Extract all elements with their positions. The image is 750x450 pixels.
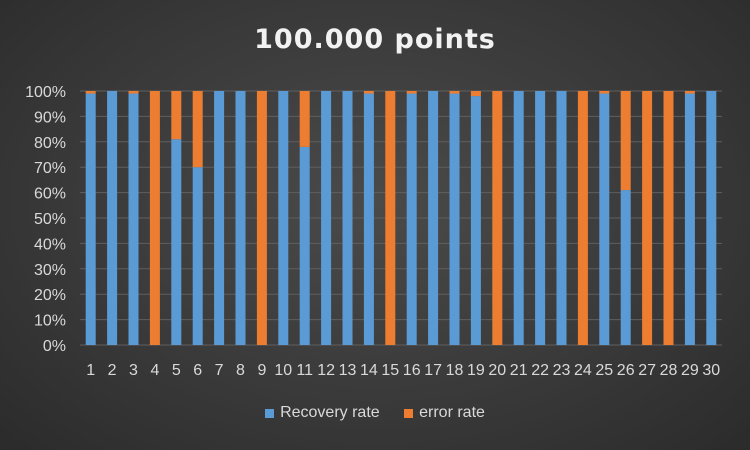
legend: Recovery rate error rate [0,404,750,423]
x-tick-label: 29 [681,362,699,379]
x-tick-label: 30 [702,362,720,379]
bar-error-rate [663,91,674,345]
bar-recovery-rate [535,91,546,345]
y-tick-label: 100% [25,84,66,101]
y-tick-label: 50% [34,211,66,228]
bar-recovery-rate [599,93,610,345]
bar-recovery-rate [299,146,310,345]
gridlines [80,90,722,346]
x-tick-label: 2 [108,362,117,379]
x-tick-label: 22 [531,362,549,379]
bar-recovery-rate [556,91,567,345]
bar-error-rate [363,91,374,94]
x-tick-label: 28 [660,362,678,379]
y-tick-label: 90% [34,109,66,126]
bar-recovery-rate [171,139,182,345]
bar-recovery-rate [706,91,717,345]
bar-recovery-rate [214,91,225,345]
bar-error-rate [620,91,631,191]
bar-error-rate [470,91,481,97]
bar-error-rate [149,91,160,345]
legend-label-error: error rate [419,404,485,421]
x-tick-label: 27 [638,362,656,379]
x-tick-label: 12 [317,362,335,379]
bar-recovery-rate [470,96,481,345]
x-tick-label: 18 [446,362,464,379]
x-tick-label: 25 [595,362,613,379]
bar-error-rate [449,91,460,94]
chart-title: 100.000 points [254,24,496,55]
y-axis-ticks: 0% 10% 20% 30% 40% 50% 60% 70% 80% 90% 100% [25,84,66,355]
legend-item-recovery: Recovery rate [265,404,380,422]
x-axis-ticks: 1 2 3 4 5 6 7 8 9 10 11 12 13 14 15 16 17 18 19 20 21 22 23 24 2… [86,362,720,379]
y-tick-label: 30% [34,262,66,279]
bar-error-rate [171,91,182,140]
y-tick-label: 10% [34,313,66,330]
x-tick-label: 13 [339,362,357,379]
x-tick-label: 14 [360,362,378,379]
bar-error-rate [299,91,310,147]
x-tick-label: 1 [86,362,95,379]
x-tick-label: 7 [215,362,224,379]
bar-recovery-rate [449,93,460,345]
x-tick-label: 6 [193,362,202,379]
bar-recovery-rate [342,91,353,345]
y-tick-label: 0% [43,338,66,355]
bar-error-rate [85,91,96,94]
bar-error-rate [385,91,396,345]
legend-label-recovery: Recovery rate [280,404,380,421]
x-tick-label: 8 [236,362,245,379]
x-tick-label: 23 [553,362,571,379]
bar-recovery-rate [406,93,417,345]
bar-error-rate [192,91,203,168]
x-tick-label: 15 [381,362,399,379]
bars-group [85,91,717,345]
y-tick-label: 80% [34,135,66,152]
x-tick-label: 3 [129,362,138,379]
bar-recovery-rate [235,91,246,345]
bar-error-rate [684,91,695,94]
x-tick-label: 17 [424,362,442,379]
x-tick-label: 19 [467,362,485,379]
x-tick-label: 20 [488,362,506,379]
x-tick-label: 4 [150,362,159,379]
y-tick-label: 20% [34,287,66,304]
y-tick-label: 40% [34,236,66,253]
bar-error-rate [128,91,139,94]
legend-item-error: error rate [404,404,485,422]
bar-recovery-rate [684,93,695,345]
bar-error-rate [406,91,417,94]
x-tick-label: 21 [510,362,528,379]
bar-recovery-rate [620,190,631,345]
x-tick-label: 16 [403,362,421,379]
y-tick-label: 60% [34,186,66,203]
x-tick-label: 10 [274,362,292,379]
bar-recovery-rate [321,91,332,345]
bar-recovery-rate [428,91,439,345]
bar-error-rate [599,91,610,94]
bar-error-rate [577,91,588,345]
x-tick-label: 24 [574,362,592,379]
legend-swatch-error [404,408,414,418]
x-tick-label: 9 [257,362,266,379]
bar-recovery-rate [128,93,139,345]
bar-recovery-rate [513,91,524,345]
bar-recovery-rate [192,167,203,345]
bar-error-rate [256,91,267,345]
bar-error-rate [492,91,503,345]
x-tick-label: 11 [296,362,313,379]
legend-swatch-recovery [265,408,275,418]
bar-recovery-rate [363,93,374,345]
x-tick-label: 5 [172,362,181,379]
y-tick-label: 70% [34,160,66,177]
bar-recovery-rate [107,91,118,345]
bar-recovery-rate [278,91,289,345]
x-tick-label: 26 [617,362,635,379]
bar-error-rate [642,91,653,345]
bar-recovery-rate [85,93,96,345]
